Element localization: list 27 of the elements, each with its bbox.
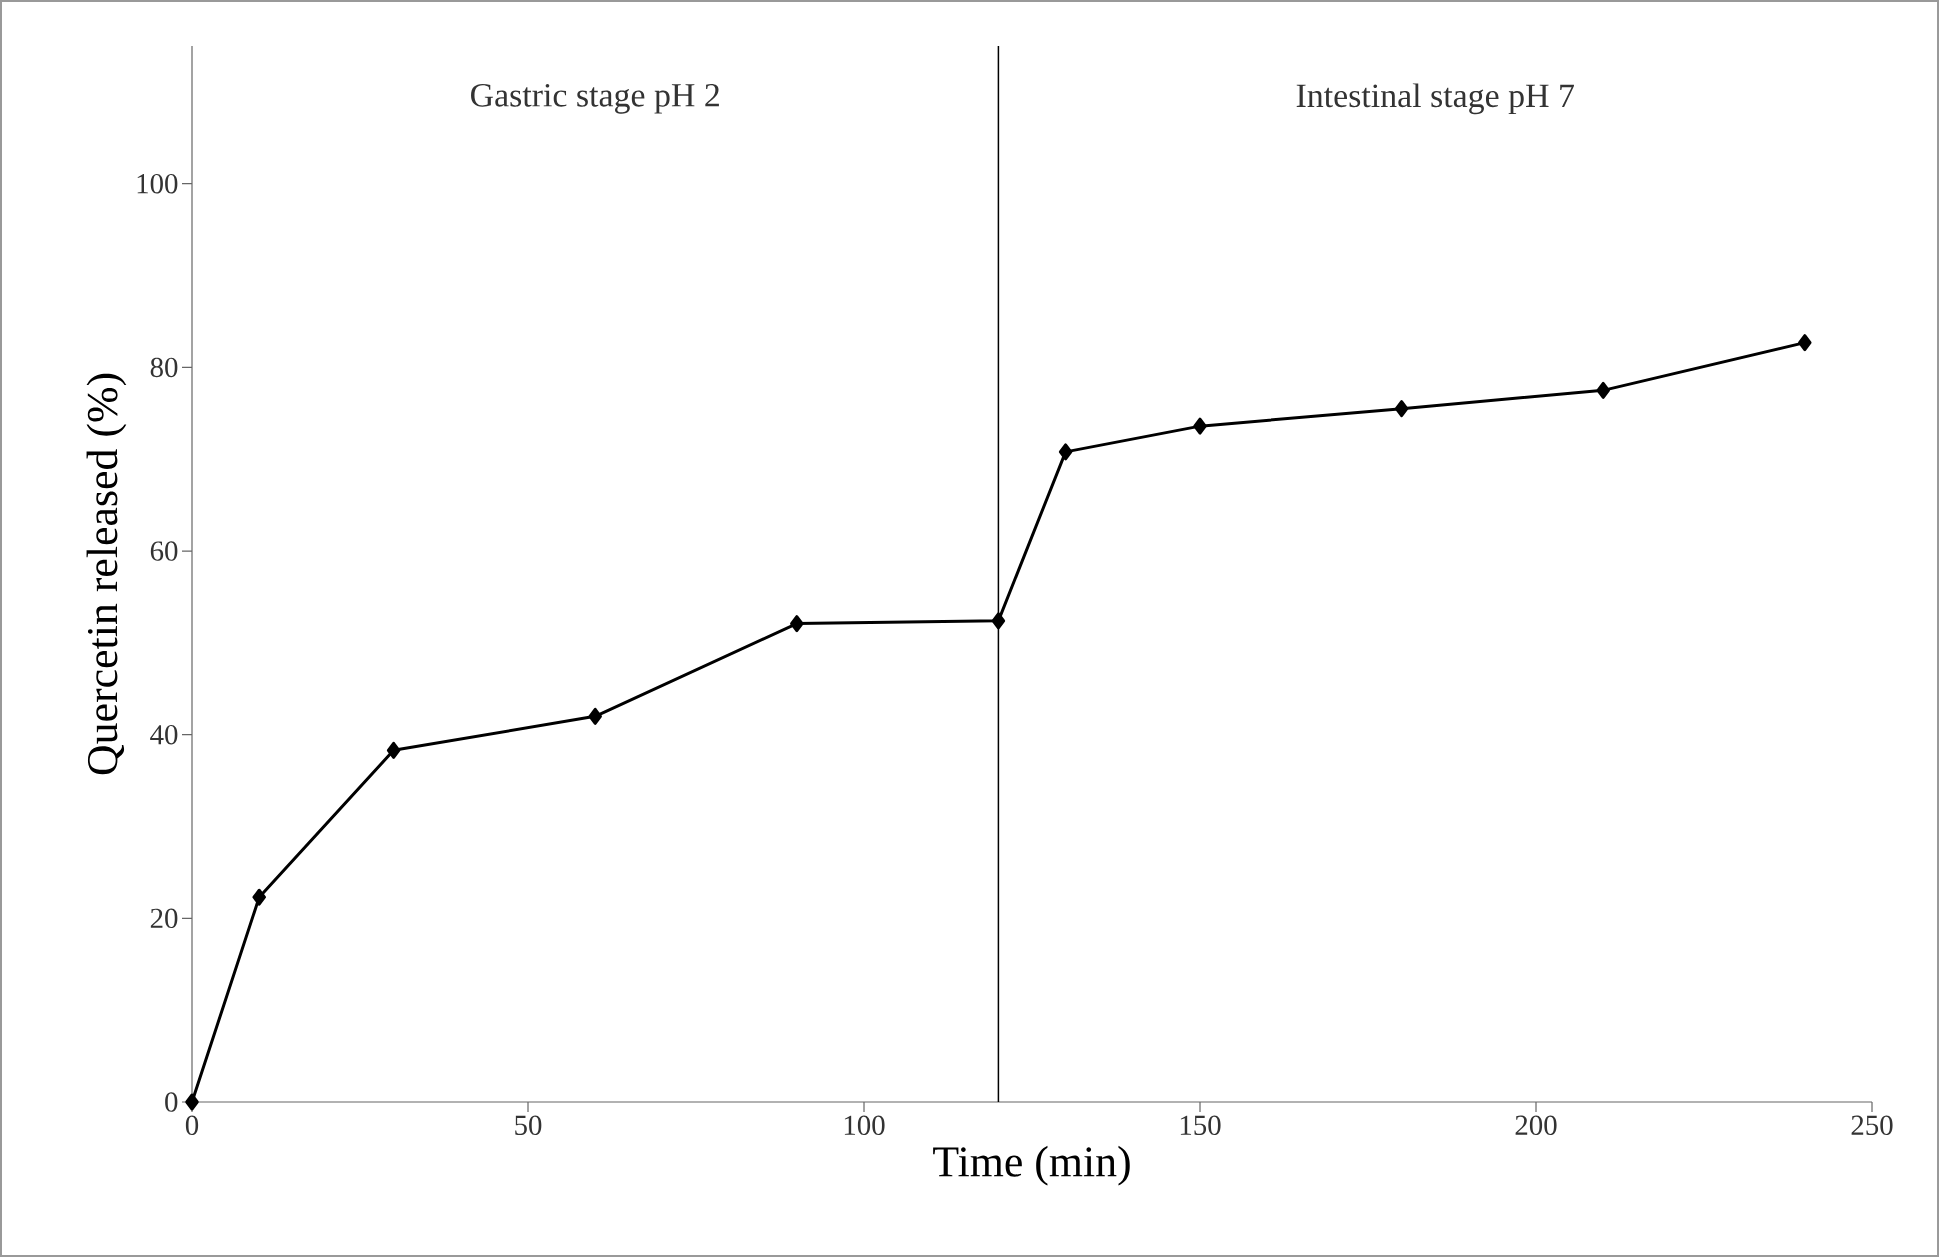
- x-tick-label: 250: [1851, 1115, 1893, 1136]
- y-tick-label: 40: [150, 724, 178, 745]
- point: [991, 612, 1006, 630]
- x-tick-label: 0: [185, 1115, 199, 1136]
- point: [588, 707, 602, 725]
- y-tick-label: 80: [150, 357, 178, 378]
- point: [1596, 381, 1610, 399]
- point: [1394, 400, 1409, 418]
- y-axis-title: Quercetin released (%): [86, 373, 127, 775]
- point: [386, 741, 401, 759]
- x-tick-label: 100: [844, 1115, 885, 1136]
- point: [185, 1093, 199, 1111]
- annotation: Intestinal stage pH 7: [1296, 83, 1574, 115]
- y-tick-label: 60: [150, 541, 178, 561]
- y-tick-label: 100: [137, 173, 178, 194]
- y-tick-label: 0: [165, 1092, 178, 1112]
- y-tick-label: 20: [150, 908, 178, 929]
- point: [252, 888, 266, 906]
- x-tick-label: 50: [515, 1115, 542, 1136]
- annotation: Gastric stage pH 2: [471, 83, 719, 114]
- point: [1058, 443, 1073, 461]
- x-tick-label: 150: [1180, 1115, 1221, 1136]
- point: [1193, 417, 1207, 435]
- point: [790, 615, 804, 633]
- point: [1798, 334, 1812, 352]
- x-axis-title: Time (min): [933, 1145, 1130, 1186]
- x-tick-label: 200: [1515, 1115, 1557, 1136]
